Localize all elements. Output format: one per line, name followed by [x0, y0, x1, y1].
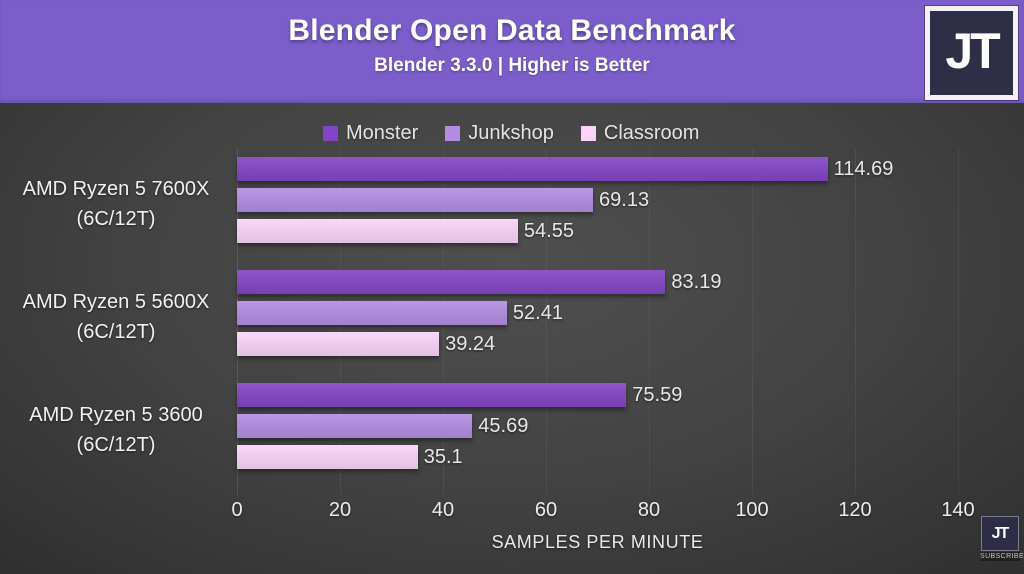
legend-label: Junkshop	[468, 121, 554, 144]
jt-logo-text: JT	[945, 23, 1000, 79]
bar-monster	[237, 157, 828, 181]
value-label: 45.69	[478, 415, 529, 437]
bar-monster	[237, 383, 627, 407]
gridline	[855, 148, 856, 495]
jt-watermark: JT SUBSCRIBE	[980, 516, 1024, 561]
gridline	[649, 148, 650, 495]
bar-monster	[237, 270, 666, 294]
value-label: 69.13	[599, 189, 650, 211]
legend-item-classroom: Classroom	[580, 121, 700, 145]
legend-swatch-monster	[323, 125, 338, 141]
value-label: 35.1	[423, 446, 463, 468]
x-tick-label: 100	[735, 499, 769, 521]
value-label: 75.59	[632, 384, 683, 406]
bar-classroom	[237, 219, 518, 243]
value-label: 83.19	[671, 271, 722, 293]
jt-watermark-icon: JT	[981, 516, 1019, 551]
category-label: AMD Ryzen 5 3600 (6C/12T)	[0, 400, 232, 460]
legend-item-junkshop: Junkshop	[445, 122, 554, 145]
bar-junkshop	[237, 414, 473, 438]
x-tick-label: 140	[941, 499, 975, 521]
legend-swatch-junkshop	[445, 125, 461, 141]
x-tick-label: 80	[637, 499, 661, 521]
x-axis-title: SAMPLES PER MINUTE	[491, 532, 704, 552]
value-label: 54.55	[523, 220, 574, 242]
bar-classroom	[237, 332, 440, 356]
gridline	[958, 148, 959, 495]
legend-item-monster: Monster	[323, 122, 418, 145]
x-tick-label: 60	[534, 499, 558, 521]
x-tick-label: 0	[231, 499, 243, 521]
value-label: 114.69	[833, 158, 894, 180]
chart-subtitle: Blender 3.3.0 | Higher is Better	[374, 55, 650, 76]
subscribe-caption: SUBSCRIBE	[980, 552, 1024, 561]
category-label-line1: AMD Ryzen 5 7600X	[22, 178, 210, 200]
x-tick-label: 40	[431, 499, 455, 521]
legend-label: Monster	[346, 121, 419, 144]
header-banner: Blender Open Data Benchmark Blender 3.3.…	[0, 0, 1024, 103]
x-tick-label: 120	[838, 499, 872, 521]
legend-label: Classroom	[603, 121, 700, 144]
category-label-line2: (6C/12T)	[76, 321, 156, 343]
chart-title: Blender Open Data Benchmark	[288, 14, 736, 47]
gridline	[546, 148, 547, 495]
category-label: AMD Ryzen 5 5600X (6C/12T)	[0, 287, 232, 347]
bar-junkshop	[237, 301, 507, 325]
category-label: AMD Ryzen 5 7600X (6C/12T)	[0, 174, 232, 234]
gridline	[752, 148, 753, 495]
value-label: 39.24	[445, 333, 496, 355]
jt-logo: JT	[925, 6, 1018, 100]
category-label-line1: AMD Ryzen 5 3600	[29, 404, 203, 426]
category-label-line1: AMD Ryzen 5 5600X	[22, 291, 210, 313]
legend-swatch-classroom	[580, 125, 596, 141]
category-label-line2: (6C/12T)	[76, 208, 156, 230]
x-tick-label: 20	[328, 499, 352, 521]
value-label: 52.41	[512, 302, 563, 324]
legend: Monster Junkshop Classroom	[323, 120, 699, 146]
bar-junkshop	[237, 188, 594, 212]
category-label-line2: (6C/12T)	[76, 434, 156, 456]
bar-classroom	[237, 445, 418, 469]
